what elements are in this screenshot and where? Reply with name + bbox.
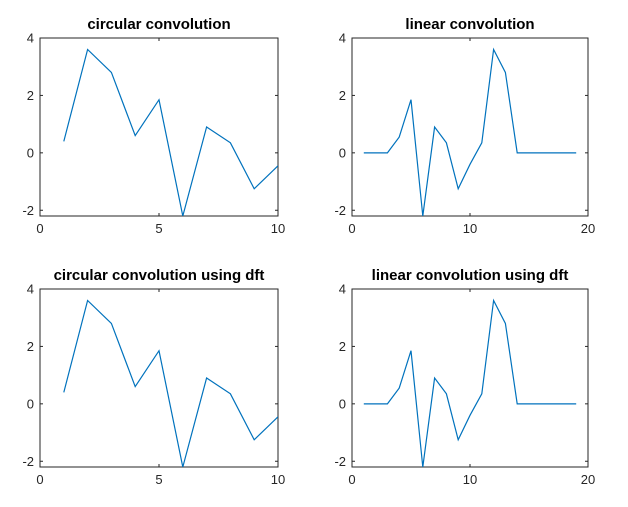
y-tick-label: -2 bbox=[22, 454, 34, 469]
series-line-1 bbox=[363, 298, 577, 467]
y-tick-label: 2 bbox=[339, 88, 346, 103]
y-tick-label: 0 bbox=[27, 396, 34, 411]
x-tick-label: 0 bbox=[348, 472, 355, 487]
x-tick-label: 0 bbox=[36, 472, 43, 487]
x-tick-label: 10 bbox=[271, 472, 285, 487]
y-tick-label: 0 bbox=[27, 145, 34, 160]
subplot-title: linear convolution bbox=[405, 16, 534, 33]
x-tick-label: 10 bbox=[271, 221, 285, 236]
subplot-title: linear convolution using dft bbox=[372, 267, 569, 284]
series-line-1 bbox=[363, 47, 577, 216]
y-tick-label: 4 bbox=[27, 31, 34, 46]
x-tick-label: 10 bbox=[463, 472, 477, 487]
y-tick-label: 4 bbox=[339, 31, 346, 46]
x-tick-label: 20 bbox=[581, 472, 595, 487]
y-tick-label: 4 bbox=[339, 282, 346, 297]
x-tick-label: 0 bbox=[348, 221, 355, 236]
series-line-1 bbox=[63, 48, 278, 216]
y-tick-label: -2 bbox=[334, 203, 346, 218]
axes-box bbox=[39, 37, 279, 217]
x-tick-label: 5 bbox=[155, 221, 162, 236]
y-tick-label: -2 bbox=[334, 454, 346, 469]
axes-box bbox=[351, 37, 589, 217]
axes-box bbox=[351, 288, 589, 468]
x-tick-label: 20 bbox=[581, 221, 595, 236]
x-tick-label: 0 bbox=[36, 221, 43, 236]
y-tick-label: 2 bbox=[27, 88, 34, 103]
y-tick-label: -2 bbox=[22, 203, 34, 218]
y-tick-label: 0 bbox=[339, 145, 346, 160]
y-tick-label: 2 bbox=[27, 339, 34, 354]
subplot-title: circular convolution using dft bbox=[54, 267, 265, 284]
y-tick-label: 2 bbox=[339, 339, 346, 354]
y-tick-label: 0 bbox=[339, 396, 346, 411]
axes-box bbox=[39, 288, 279, 468]
x-tick-label: 10 bbox=[463, 221, 477, 236]
y-tick-label: 4 bbox=[27, 282, 34, 297]
subplot-title: circular convolution bbox=[87, 16, 230, 33]
series-line-1 bbox=[63, 299, 278, 467]
x-tick-label: 5 bbox=[155, 472, 162, 487]
